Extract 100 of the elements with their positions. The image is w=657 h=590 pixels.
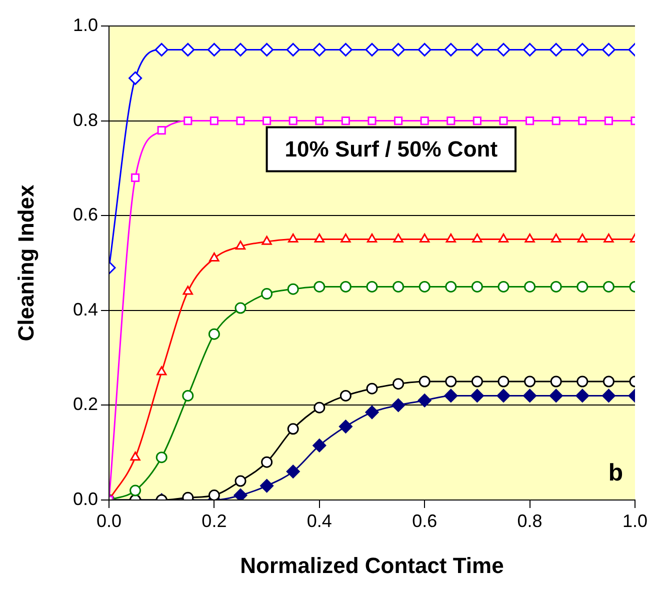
point (444, 388, 458, 402)
point (446, 234, 456, 243)
point (604, 116, 613, 126)
point (128, 71, 142, 85)
point (366, 382, 378, 394)
point (602, 388, 616, 402)
point (312, 42, 326, 56)
point (602, 42, 616, 56)
point (260, 42, 274, 56)
point (550, 376, 562, 388)
point (234, 475, 246, 487)
point (234, 302, 246, 314)
point (286, 42, 300, 56)
point (496, 388, 510, 402)
point (472, 234, 482, 243)
point (130, 484, 142, 496)
point (314, 402, 326, 414)
point (262, 116, 272, 126)
point (338, 420, 352, 434)
point (498, 234, 509, 243)
point (444, 42, 458, 56)
point (418, 376, 430, 388)
point (287, 283, 299, 295)
point (418, 280, 430, 292)
point (341, 116, 350, 126)
point (338, 42, 352, 56)
point (286, 464, 300, 478)
point (340, 390, 352, 402)
point (260, 479, 274, 493)
point (182, 390, 194, 402)
point (445, 280, 457, 292)
point (182, 286, 193, 295)
y-tick-label: 0.0 (72, 488, 98, 509)
point (366, 234, 378, 243)
point (602, 280, 614, 292)
point (524, 376, 536, 388)
x-tick-label: 0.0 (96, 510, 122, 531)
point (524, 234, 535, 243)
point (470, 388, 484, 402)
point (446, 116, 456, 126)
point (315, 116, 324, 126)
point (576, 376, 588, 388)
point (288, 234, 298, 243)
point (552, 116, 560, 126)
point (393, 234, 404, 243)
point (420, 234, 430, 243)
point (131, 173, 140, 182)
point (523, 42, 537, 56)
point (365, 406, 379, 420)
point (236, 116, 245, 126)
annotation: 10% Surf / 50% Cont (284, 136, 498, 162)
point (577, 234, 588, 243)
point (392, 42, 406, 56)
point (287, 423, 299, 435)
point (445, 376, 457, 388)
point (549, 42, 563, 56)
x-tick-label: 0.6 (412, 510, 438, 531)
point (578, 116, 587, 126)
y-tick-label: 0.4 (72, 299, 98, 320)
point (262, 236, 272, 245)
point (209, 252, 220, 262)
point (312, 438, 326, 452)
point (550, 280, 562, 292)
point (392, 378, 404, 390)
point (235, 240, 246, 250)
point (471, 376, 483, 388)
point (156, 452, 168, 464)
point (208, 328, 220, 340)
point (523, 388, 537, 402)
x-tick-label: 1.0 (622, 510, 648, 531)
point (470, 42, 484, 56)
point (576, 42, 590, 56)
point (208, 490, 220, 500)
point (498, 376, 510, 388)
x-tick-label: 0.2 (202, 510, 227, 531)
point (184, 116, 192, 126)
point (524, 280, 536, 292)
y-tick-label: 0.8 (72, 110, 98, 130)
point (418, 42, 432, 56)
point (604, 234, 614, 243)
point (472, 116, 482, 126)
point (340, 280, 352, 292)
point (498, 280, 510, 292)
x-tick-label: 0.4 (306, 510, 332, 531)
point (418, 394, 432, 408)
y-tick-label: 0.2 (72, 394, 98, 414)
point (365, 42, 379, 56)
point (340, 234, 351, 243)
point (526, 116, 534, 126)
point (496, 42, 510, 56)
annotation: b (608, 460, 623, 487)
point (366, 280, 378, 292)
point (314, 234, 324, 243)
point (576, 280, 588, 292)
point (551, 234, 562, 243)
point (234, 488, 248, 500)
point (207, 42, 221, 56)
point (420, 116, 429, 126)
point (261, 456, 273, 468)
point (392, 398, 406, 412)
